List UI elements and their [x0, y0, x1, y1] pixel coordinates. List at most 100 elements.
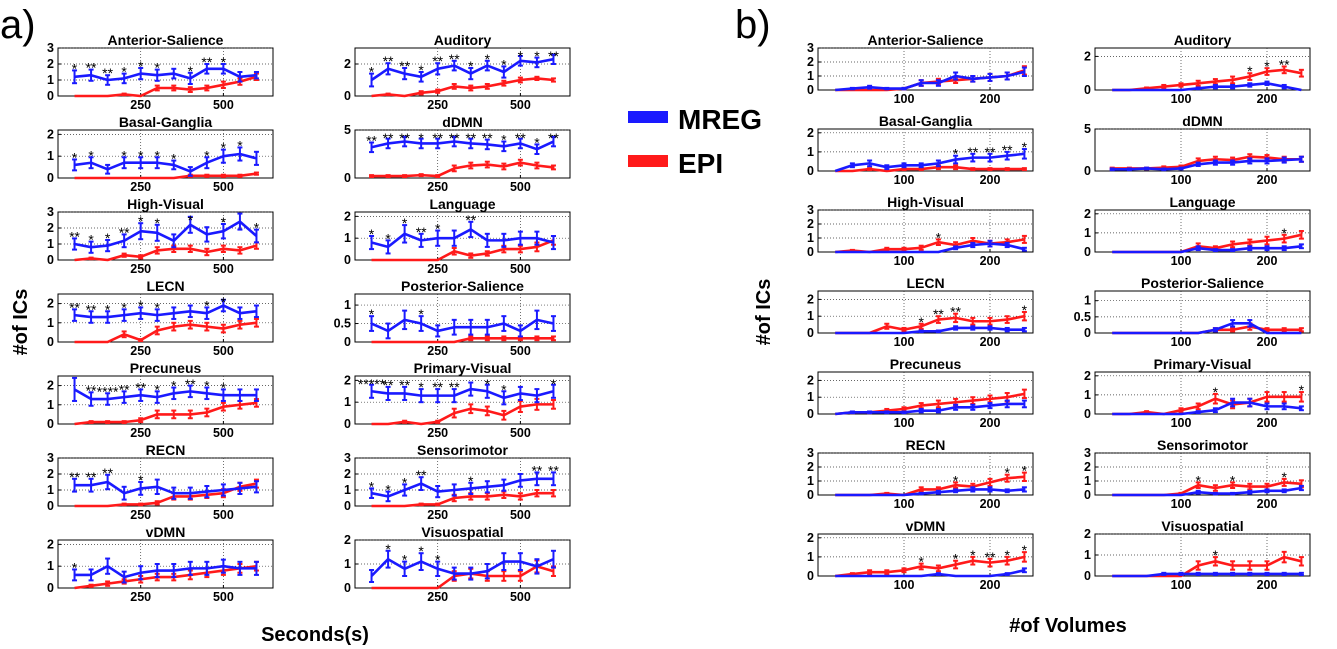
significance-star: * — [518, 48, 524, 64]
y-tick-label: 3 — [1084, 446, 1091, 460]
significance-star: * — [534, 134, 540, 150]
y-tick-label: 0 — [344, 171, 351, 185]
significance-star: ** — [432, 53, 443, 69]
significance-star: ** — [933, 306, 944, 322]
subplot-title: Language — [429, 196, 495, 212]
subplot-basal-ganglia: Basal-Ganglia 0 1 2 250 500 * * * * * * * * * — [47, 114, 274, 194]
y-tick-label: 1 — [47, 483, 54, 497]
x-tick-label: 100 — [1171, 416, 1192, 430]
series-line-epi — [74, 172, 257, 180]
y-tick-label: 0 — [1084, 83, 1091, 97]
subplot-frame — [817, 290, 1034, 334]
significance-star: ** — [102, 65, 113, 81]
significance-star: * — [385, 541, 391, 557]
y-tick-label: 1 — [1084, 226, 1091, 240]
y-tick-label: 1 — [807, 145, 814, 159]
legend-swatch-mreg — [628, 111, 668, 123]
y-tick-label: 2 — [47, 297, 54, 311]
y-tick-label: 2 — [47, 57, 54, 71]
x-tick-label: 500 — [213, 262, 234, 276]
x-tick-label: 250 — [427, 344, 448, 358]
y-tick-label: 2 — [344, 533, 351, 547]
y-tick-label: 2 — [807, 292, 814, 306]
series-line-epi — [835, 238, 1025, 254]
significance-star: ** — [449, 130, 460, 146]
x-tick-label: 100 — [894, 92, 915, 106]
significance-star: * — [1195, 472, 1201, 488]
subplot-title: Precuneus — [130, 360, 202, 376]
x-tick-label: 100 — [894, 416, 915, 430]
panel-a-label: a) — [0, 3, 36, 47]
significance-star: ** — [432, 130, 443, 146]
significance-star: * — [402, 215, 408, 231]
significance-star: ** — [135, 379, 146, 395]
subplot-frame — [817, 452, 1034, 496]
y-tick-label: 3 — [807, 203, 814, 217]
x-tick-label: 100 — [1171, 335, 1192, 349]
subplot-frame — [1094, 47, 1311, 91]
significance-star: * — [1004, 547, 1010, 563]
x-tick-label: 500 — [510, 344, 531, 358]
series-line-mreg — [1112, 81, 1302, 92]
subplot-title: Language — [1169, 194, 1235, 210]
significance-star: ** — [399, 130, 410, 146]
series-line-epi — [74, 244, 257, 262]
y-tick-label: 2 — [1084, 460, 1091, 474]
subplot-frame — [57, 293, 274, 343]
significance-star: ** — [69, 228, 80, 244]
y-tick-label: 0 — [47, 335, 54, 349]
panel-b-xlabel: #of Volumes — [1009, 615, 1126, 637]
significance-star: * — [204, 297, 210, 313]
subplot-frame — [1094, 533, 1311, 577]
y-tick-label: 1 — [807, 309, 814, 323]
x-tick-label: 500 — [510, 426, 531, 440]
significance-star: * — [221, 379, 227, 395]
significance-star: * — [402, 552, 408, 568]
y-tick-label: 0 — [47, 171, 54, 185]
x-tick-label: 250 — [130, 262, 151, 276]
significance-star: * — [953, 472, 959, 488]
significance-star: * — [155, 147, 161, 163]
subplot-frame — [1094, 371, 1311, 415]
significance-star: ** — [119, 381, 130, 397]
y-tick-label: 2 — [344, 467, 351, 481]
y-tick-label: 0 — [807, 569, 814, 583]
significance-star: * — [138, 147, 144, 163]
x-tick-label: 500 — [213, 180, 234, 194]
y-tick-label: 2 — [344, 57, 351, 71]
series-line-epi — [74, 75, 257, 98]
y-tick-label: 2 — [1084, 527, 1091, 541]
panel-a-ylabel: #of ICs — [10, 289, 32, 356]
significance-star: ** — [383, 377, 394, 393]
y-tick-label: 0 — [47, 499, 54, 513]
y-tick-label: 1 — [47, 559, 54, 573]
significance-star: * — [88, 232, 94, 248]
subplot-title: Basal-Ganglia — [879, 113, 973, 129]
significance-star: * — [1022, 139, 1028, 155]
y-tick-label: 5 — [1084, 122, 1091, 136]
y-tick-label: 1 — [344, 298, 351, 312]
x-tick-label: 100 — [894, 173, 915, 187]
significance-star: ** — [86, 301, 97, 317]
subplot-title: LECN — [906, 275, 944, 291]
y-tick-label: 2 — [807, 55, 814, 69]
x-tick-label: 200 — [980, 254, 1001, 268]
x-tick-label: 250 — [130, 98, 151, 112]
series-line-mreg — [74, 152, 257, 173]
subplot-frame — [817, 371, 1034, 415]
significance-star: * — [105, 301, 111, 317]
series-line-mreg — [835, 569, 1025, 578]
y-tick-label: 2 — [1084, 49, 1091, 63]
significance-star: * — [468, 58, 474, 74]
x-tick-label: 250 — [130, 426, 151, 440]
subplot-frame — [817, 533, 1034, 577]
x-tick-label: 500 — [213, 426, 234, 440]
significance-star: **** — [97, 383, 119, 399]
series-line-mreg — [74, 480, 257, 495]
significance-star: ** — [366, 132, 377, 148]
significance-star: ** — [416, 224, 427, 240]
x-tick-label: 100 — [1171, 254, 1192, 268]
y-tick-label: 0 — [47, 417, 54, 431]
